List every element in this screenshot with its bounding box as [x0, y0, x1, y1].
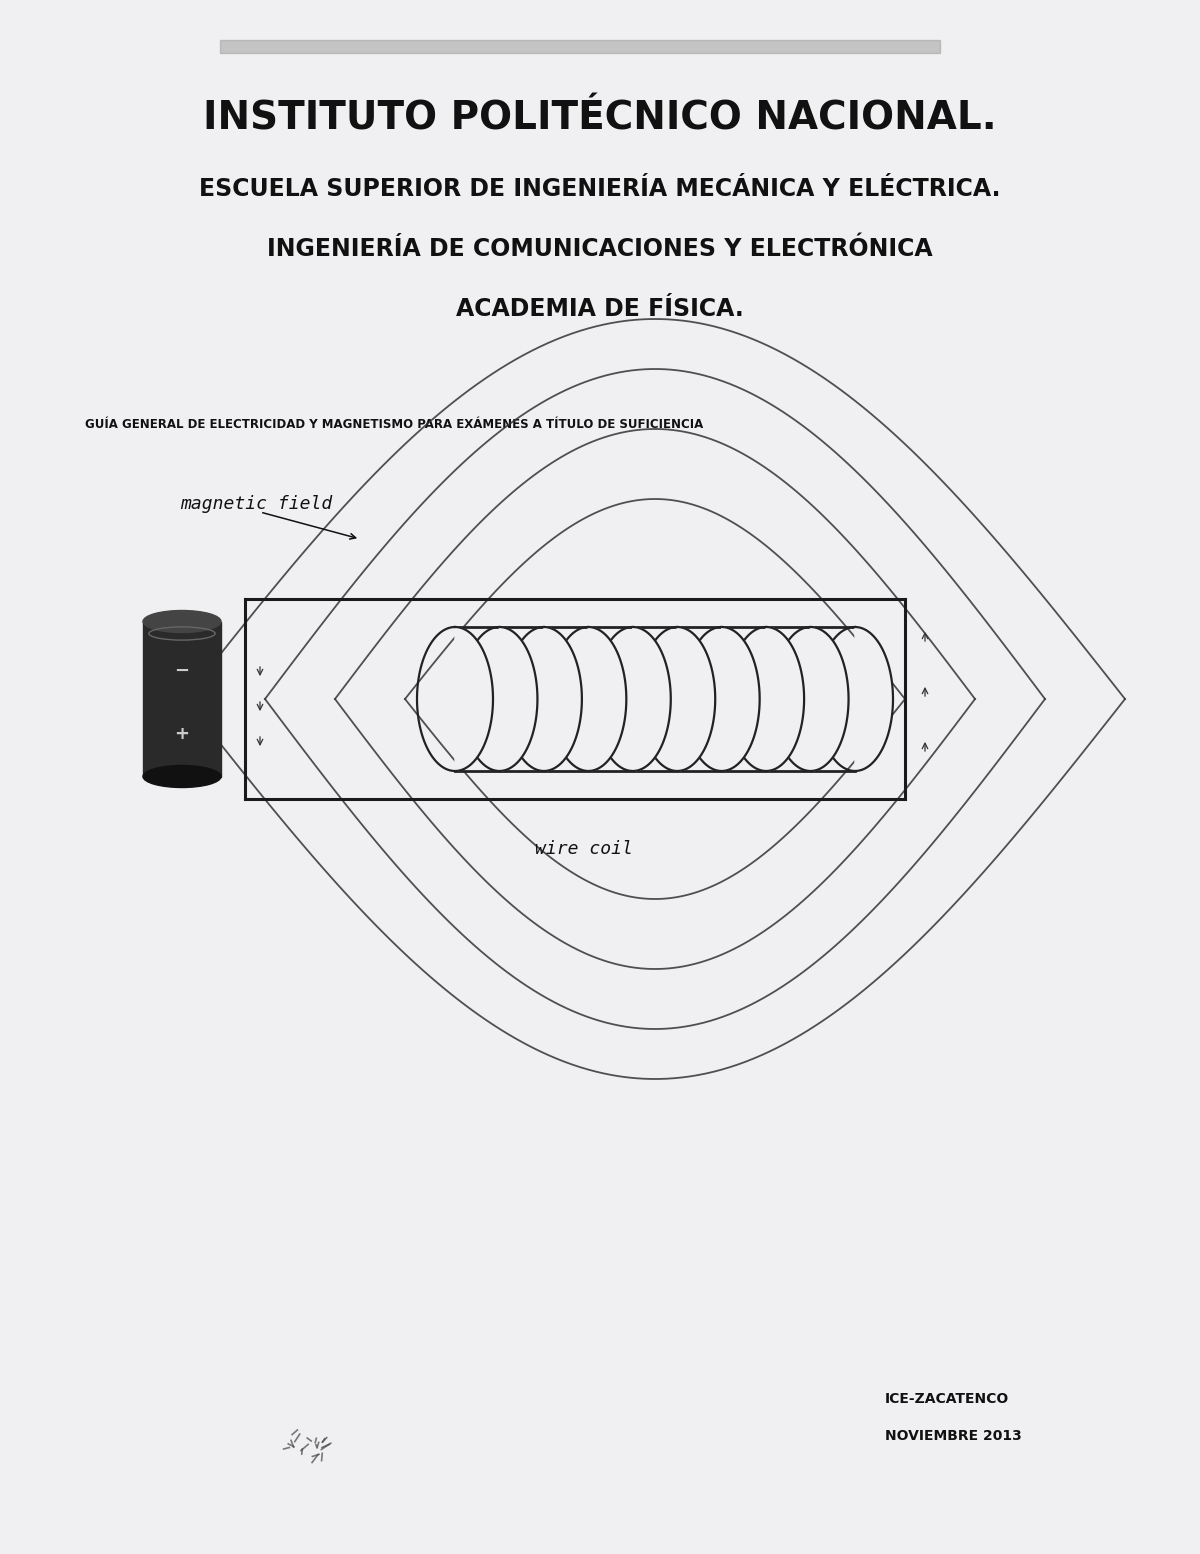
Text: NOVIEMBRE 2013: NOVIEMBRE 2013 — [886, 1430, 1021, 1444]
Polygon shape — [455, 626, 493, 771]
Text: −: − — [174, 662, 190, 681]
Text: ESCUELA SUPERIOR DE INGENIERÍA MECÁNICA Y ELÉCTRICA.: ESCUELA SUPERIOR DE INGENIERÍA MECÁNICA … — [199, 177, 1001, 200]
Text: +: + — [174, 726, 190, 743]
Bar — [143, 622, 221, 777]
Polygon shape — [632, 626, 671, 771]
Text: magnetic field: magnetic field — [180, 496, 332, 513]
Text: GUÍA GENERAL DE ELECTRICIDAD Y MAGNETISMO PARA EXÁMENES A TÍTULO DE SUFICIENCIA: GUÍA GENERAL DE ELECTRICIDAD Y MAGNETISM… — [85, 418, 703, 430]
Polygon shape — [810, 626, 848, 771]
Polygon shape — [544, 626, 582, 771]
Text: ICE-ZACATENCO: ICE-ZACATENCO — [886, 1392, 1009, 1406]
Bar — [220, 40, 940, 53]
Text: INSTITUTO POLITÉCNICO NACIONAL.: INSTITUTO POLITÉCNICO NACIONAL. — [203, 99, 997, 138]
Ellipse shape — [143, 611, 221, 632]
Polygon shape — [721, 626, 760, 771]
Polygon shape — [499, 626, 538, 771]
Text: ACADEMIA DE FÍSICA.: ACADEMIA DE FÍSICA. — [456, 297, 744, 322]
Text: INGENIERÍA DE COMUNICACIONES Y ELECTRÓNICA: INGENIERÍA DE COMUNICACIONES Y ELECTRÓNI… — [268, 238, 932, 261]
Polygon shape — [856, 626, 893, 771]
Polygon shape — [588, 626, 626, 771]
Ellipse shape — [143, 766, 221, 788]
Text: wire coil: wire coil — [535, 841, 632, 858]
Polygon shape — [766, 626, 804, 771]
Polygon shape — [677, 626, 715, 771]
